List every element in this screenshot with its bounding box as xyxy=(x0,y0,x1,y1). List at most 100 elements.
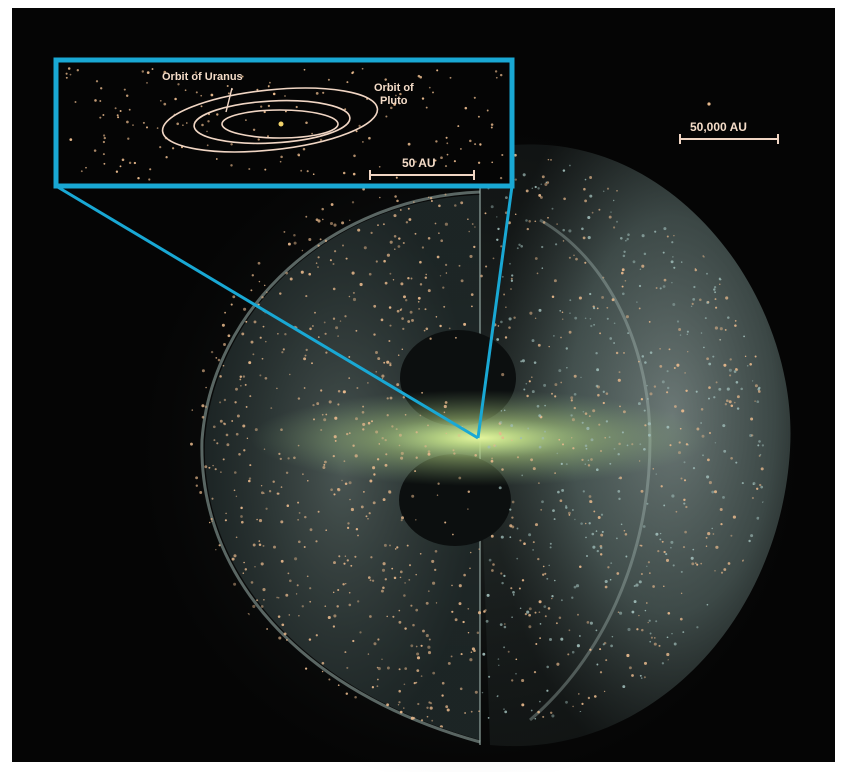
comet-dot xyxy=(354,555,357,558)
comet-dot xyxy=(448,327,451,330)
comet-dot xyxy=(450,655,453,658)
comet-dot xyxy=(438,232,440,234)
comet-dot xyxy=(239,375,243,378)
comet-dot xyxy=(590,324,593,328)
comet-dot xyxy=(238,453,241,456)
comet-dot xyxy=(233,582,237,586)
comet-dot xyxy=(488,558,492,562)
comet-dot xyxy=(679,427,682,430)
comet-dot xyxy=(655,532,659,536)
comet-dot xyxy=(579,565,582,569)
comet-dot xyxy=(425,273,427,276)
comet-dot xyxy=(391,425,394,428)
comet-dot xyxy=(757,390,761,393)
comet-dot xyxy=(756,487,759,490)
comet-dot xyxy=(585,447,588,450)
comet-dot xyxy=(410,277,413,280)
comet-dot xyxy=(369,615,372,618)
comet-dot xyxy=(515,658,518,661)
comet-dot xyxy=(627,332,629,334)
comet-dot xyxy=(343,460,346,463)
comet-dot xyxy=(330,203,334,206)
comet-dot xyxy=(427,590,430,593)
comet-dot xyxy=(538,414,542,417)
comet-dot xyxy=(748,539,751,543)
comet-dot xyxy=(253,320,257,324)
comet-dot xyxy=(348,377,351,379)
inset-star-dot xyxy=(137,176,140,180)
comet-dot xyxy=(332,287,336,291)
inset-star-dot xyxy=(449,76,452,79)
comet-dot xyxy=(714,298,717,301)
orbit-pluto-label: Orbit of xyxy=(374,82,414,94)
inset-star-dot xyxy=(267,135,269,137)
comet-dot xyxy=(573,254,575,257)
comet-dot xyxy=(500,410,503,412)
comet-dot xyxy=(239,378,242,381)
inset-star-dot xyxy=(116,114,119,117)
comet-dot xyxy=(715,545,719,549)
comet-dot xyxy=(541,267,544,269)
comet-dot xyxy=(315,634,318,637)
comet-dot xyxy=(277,615,281,618)
comet-dot xyxy=(441,681,445,685)
inset-star-dot xyxy=(446,153,449,156)
comet-dot xyxy=(510,279,514,282)
comet-dot xyxy=(379,196,381,199)
comet-dot xyxy=(593,510,596,513)
inset-star-dot xyxy=(123,88,126,91)
comet-dot xyxy=(211,520,213,522)
comet-dot xyxy=(478,548,480,550)
comet-dot xyxy=(249,395,252,398)
comet-dot xyxy=(289,277,293,281)
comet-dot xyxy=(435,602,438,604)
comet-dot xyxy=(599,553,603,556)
comet-dot xyxy=(601,295,605,299)
comet-dot xyxy=(678,441,681,444)
comet-dot xyxy=(235,387,238,391)
comet-dot xyxy=(376,666,379,669)
comet-dot xyxy=(623,250,626,253)
comet-dot xyxy=(516,247,519,250)
comet-dot xyxy=(287,457,290,460)
comet-dot xyxy=(459,687,463,691)
comet-dot xyxy=(407,320,411,323)
comet-dot xyxy=(580,376,582,379)
comet-dot xyxy=(242,572,245,574)
inset-star-dot xyxy=(477,161,481,164)
comet-dot xyxy=(431,559,435,563)
inset-star-dot xyxy=(117,116,120,119)
comet-dot xyxy=(672,303,676,306)
comet-dot xyxy=(719,283,721,285)
comet-dot xyxy=(248,477,252,480)
comet-dot xyxy=(424,445,427,448)
comet-dot xyxy=(593,307,596,310)
comet-dot xyxy=(372,466,376,470)
comet-dot xyxy=(570,414,573,417)
comet-dot xyxy=(392,279,395,281)
comet-dot xyxy=(297,397,301,400)
comet-dot xyxy=(259,336,262,339)
comet-dot xyxy=(620,271,624,275)
comet-dot xyxy=(649,632,652,635)
comet-dot xyxy=(589,176,593,179)
comet-dot xyxy=(534,185,537,189)
comet-dot xyxy=(221,323,225,327)
comet-dot xyxy=(426,706,429,709)
comet-dot xyxy=(749,363,752,366)
comet-dot xyxy=(359,631,362,634)
comet-dot xyxy=(507,650,510,653)
comet-dot xyxy=(756,400,760,404)
comet-dot xyxy=(725,399,729,403)
comet-dot xyxy=(398,433,402,437)
comet-dot xyxy=(282,348,285,351)
comet-dot xyxy=(639,443,642,446)
comet-dot xyxy=(627,627,631,632)
comet-dot xyxy=(520,360,523,363)
comet-dot xyxy=(312,403,315,407)
comet-dot xyxy=(308,237,312,242)
comet-dot xyxy=(511,525,515,529)
comet-dot xyxy=(562,169,566,172)
comet-dot xyxy=(559,310,561,312)
comet-dot xyxy=(530,709,533,712)
